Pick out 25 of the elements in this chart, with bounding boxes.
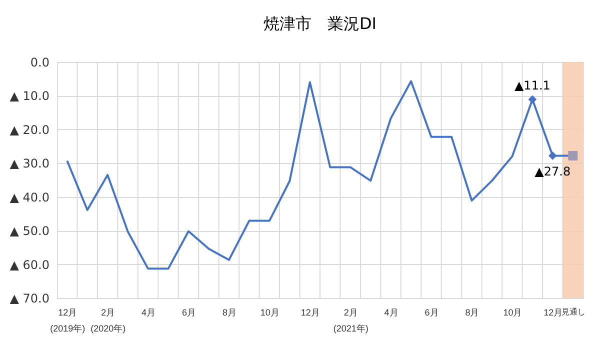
x-tick-label: 2月 (2021年) — [333, 308, 368, 334]
chart-title: 焼津市 業況DI — [263, 14, 377, 33]
y-tick-label: ▲ 30.0 — [10, 156, 50, 171]
y-tick-label: ▲ 70.0 — [10, 292, 50, 306]
x-tick-label: 8月 — [222, 308, 236, 318]
y-tick-label: ▲ 60.0 — [10, 258, 50, 272]
y-tick-label: ▲ 50.0 — [10, 224, 50, 238]
data-label: ▲11.1 — [514, 78, 550, 92]
x-tick-label: 12月 — [300, 308, 320, 318]
x-tick-label: 12月 — [544, 308, 563, 318]
x-tick-label: 6月 — [424, 308, 439, 318]
x-tick-label: 4月 — [384, 308, 398, 318]
x-tick-label: 8月 — [465, 308, 480, 318]
x-tick-label: 10月 — [260, 308, 280, 318]
x-tick-label: 4月 — [142, 308, 156, 318]
x-tick-label: 6月 — [182, 308, 196, 318]
y-tick-label: ▲ 40.0 — [10, 190, 50, 204]
y-tick-label: ▲ 20.0 — [10, 122, 50, 137]
x-tick-label: 見通し — [561, 308, 586, 316]
x-tick-label: 10月 — [503, 308, 522, 318]
y-tick-label: ▲ 10.0 — [10, 89, 50, 104]
data-label: ▲27.8 — [534, 164, 571, 179]
y-tick-label: 0.0 — [30, 56, 50, 70]
x-tick-label: 2月 (2020年) — [90, 308, 126, 334]
x-tick-label: 12月 (2019年) — [50, 308, 86, 334]
